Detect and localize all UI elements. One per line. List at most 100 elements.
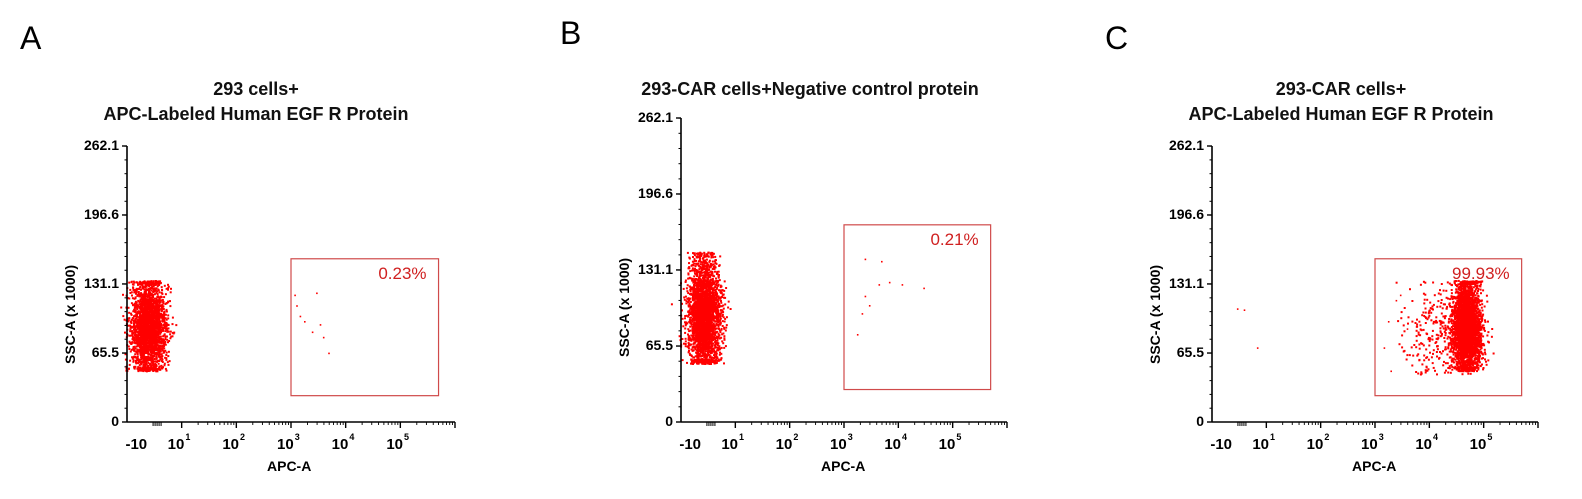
data-point <box>707 354 710 357</box>
data-point <box>135 362 138 364</box>
data-point <box>157 348 159 351</box>
data-point <box>147 348 150 351</box>
data-point <box>715 282 718 285</box>
data-point <box>148 293 151 296</box>
data-point <box>136 327 139 330</box>
data-point <box>711 312 714 315</box>
data-point <box>708 340 711 343</box>
y-axis-label: SSC-A (x 1000) <box>62 264 78 364</box>
data-point <box>723 320 726 323</box>
data-point <box>709 270 712 273</box>
data-point <box>139 343 142 346</box>
data-point <box>142 348 145 350</box>
data-point <box>154 329 157 332</box>
data-point <box>160 359 163 362</box>
data-point <box>165 287 168 290</box>
data-point <box>716 330 719 333</box>
data-point <box>299 315 302 318</box>
data-point <box>698 308 701 311</box>
data-point <box>154 302 156 304</box>
data-point <box>163 296 166 299</box>
data-point <box>147 339 150 342</box>
data-point <box>141 295 144 298</box>
data-point <box>159 335 162 338</box>
x-tick-label: 101 <box>168 432 191 453</box>
data-point <box>137 338 140 341</box>
data-point <box>143 291 146 294</box>
data-point <box>716 270 719 273</box>
data-point <box>143 288 146 291</box>
data-point <box>697 334 700 337</box>
data-point <box>171 316 174 319</box>
data-point <box>153 344 156 347</box>
data-point <box>159 327 162 330</box>
data-point <box>681 317 684 320</box>
data-point <box>721 315 724 318</box>
data-point <box>689 322 692 325</box>
data-point <box>705 258 708 261</box>
data-point <box>139 321 142 324</box>
data-point <box>684 321 686 324</box>
data-point <box>145 369 148 371</box>
data-point <box>719 289 722 292</box>
data-point <box>150 296 153 299</box>
data-point <box>152 303 155 306</box>
data-point <box>147 280 150 283</box>
data-point <box>153 325 156 328</box>
data-point <box>137 335 140 338</box>
data-point <box>150 298 153 301</box>
data-point <box>691 278 694 280</box>
data-point <box>709 352 712 355</box>
data-point <box>144 290 147 293</box>
data-point <box>148 333 151 336</box>
data-point <box>134 314 137 317</box>
data-point <box>129 288 132 291</box>
data-point <box>166 323 169 326</box>
data-point <box>685 287 688 290</box>
data-point <box>720 311 723 314</box>
data-point <box>723 338 726 341</box>
data-point <box>156 300 158 303</box>
data-point <box>167 341 169 344</box>
data-point <box>670 303 673 306</box>
data-point <box>169 300 171 303</box>
data-point <box>127 367 130 370</box>
data-point <box>148 301 151 304</box>
data-point <box>694 290 697 293</box>
data-point <box>703 290 706 293</box>
data-point <box>696 263 699 266</box>
data-point <box>702 342 705 345</box>
data-point <box>155 304 158 307</box>
data-point <box>147 308 150 311</box>
data-point <box>150 310 153 313</box>
x-axis-label: APC-A <box>267 458 312 474</box>
gate-percentage: 0.23% <box>378 263 427 283</box>
data-point <box>145 361 148 364</box>
data-point <box>714 283 717 286</box>
data-point <box>134 353 137 356</box>
data-point <box>138 332 141 334</box>
data-point <box>144 336 147 339</box>
data-point <box>141 333 144 336</box>
x-tick-base: 10 <box>277 436 294 453</box>
data-point <box>708 353 711 356</box>
data-point <box>692 256 694 258</box>
x-tick-label: 102 <box>222 432 245 453</box>
data-point <box>157 310 160 313</box>
data-point <box>144 295 146 298</box>
data-point <box>715 361 718 364</box>
data-point <box>162 327 165 330</box>
data-point <box>705 315 708 318</box>
data-point <box>161 366 164 369</box>
data-point <box>684 345 687 348</box>
data-point <box>688 298 691 301</box>
data-point <box>130 313 133 316</box>
data-point <box>154 311 157 314</box>
data-point <box>135 359 137 362</box>
data-point <box>158 315 161 318</box>
data-point <box>134 305 137 308</box>
data-point <box>714 270 716 273</box>
data-point <box>693 309 696 312</box>
data-point <box>148 346 151 349</box>
data-point <box>165 357 168 360</box>
